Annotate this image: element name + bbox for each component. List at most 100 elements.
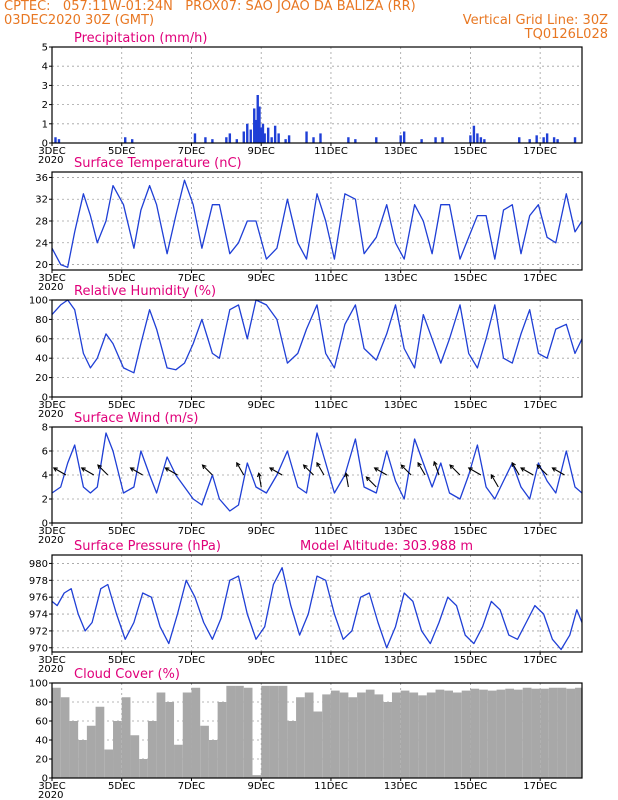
cloud-bar: [514, 689, 523, 778]
y-tick-label: 60: [35, 717, 48, 728]
cloud-bar: [121, 697, 131, 778]
cloud-bar: [339, 692, 349, 778]
cloud-bar: [322, 694, 331, 778]
precip-bar: [228, 133, 232, 143]
wind-arrow-head: [365, 476, 371, 482]
x-tick-label: 3DEC: [38, 400, 65, 411]
x-tick-label: 13DEC: [384, 400, 418, 411]
cloud-bar: [226, 685, 236, 778]
x-tick-label: 15DEC: [454, 146, 488, 157]
x-year-label: 2020: [38, 409, 63, 420]
cloud-bar: [147, 721, 157, 778]
x-tick-label: 7DEC: [178, 781, 205, 792]
precip-bar: [479, 137, 483, 143]
precip-bar: [469, 135, 472, 143]
header-model-id: TQ0126L028: [524, 27, 608, 42]
cloud-bar: [365, 689, 375, 778]
precip-bar: [483, 139, 486, 143]
panel-title: Surface Temperature (nC): [74, 156, 242, 171]
precip-bar: [263, 133, 266, 143]
precip-bar: [573, 137, 577, 143]
cloud-bar: [470, 688, 480, 778]
x-tick-label: 17DEC: [523, 146, 557, 157]
wind-arrow-head: [551, 467, 557, 472]
cloud-bar: [104, 749, 114, 778]
series-line: [51, 179, 583, 268]
y-tick-label: 80: [35, 698, 48, 709]
cloud-bar: [452, 692, 462, 778]
cloud-bar: [52, 687, 61, 778]
wind-arrow: [53, 467, 67, 476]
wind-arrow: [97, 464, 109, 476]
cloud-bar: [531, 688, 541, 778]
precip-bar: [249, 129, 252, 143]
wind-arrow: [236, 462, 245, 476]
x-tick-label: 17DEC: [523, 273, 557, 284]
cloud-bar: [357, 692, 366, 778]
y-tick-label: 974: [29, 610, 48, 621]
y-tick-label: 32: [35, 195, 48, 206]
wind-arrow-head: [201, 464, 207, 470]
wind-arrow: [520, 467, 534, 476]
x-tick-label: 11DEC: [314, 526, 348, 537]
y-tick-label: 2: [42, 100, 48, 111]
cloud-bar: [191, 687, 201, 778]
y-tick-label: 40: [35, 354, 48, 365]
y-tick-label: 976: [29, 593, 48, 604]
precip-bar: [347, 137, 350, 143]
cloud-bar: [575, 687, 582, 778]
wind-arrow-head: [511, 461, 516, 467]
wind-arrow: [365, 476, 377, 488]
wind-arrow-head: [129, 467, 135, 472]
wind-arrow-head: [449, 464, 455, 470]
y-tick-label: 36: [35, 173, 48, 184]
x-tick-label: 17DEC: [523, 655, 557, 666]
x-tick-label: 13DEC: [384, 655, 418, 666]
x-tick-label: 17DEC: [523, 526, 557, 537]
cloud-bar: [444, 690, 453, 778]
y-tick-label: 978: [29, 576, 48, 587]
wind-arrow: [511, 462, 520, 476]
header-grid-note: Vertical Grid Line: 30Z: [462, 13, 608, 28]
y-tick-label: 3: [42, 81, 48, 92]
panel-title: Surface Wind (m/s): [74, 411, 198, 426]
y-tick-label: 60: [35, 334, 48, 345]
x-tick-label: 17DEC: [523, 400, 557, 411]
precip-bar: [556, 139, 559, 143]
x-tick-label: 5DEC: [108, 146, 135, 157]
cloud-bar: [78, 740, 87, 778]
x-year-label: 2020: [38, 790, 63, 800]
wind-arrow-head: [433, 460, 438, 466]
x-tick-label: 5DEC: [108, 273, 135, 284]
y-tick-label: 6: [42, 447, 48, 458]
precip-bar: [266, 127, 270, 143]
panel-frame: [51, 299, 583, 398]
cloud-bar: [374, 694, 384, 778]
wind-arrow: [536, 464, 548, 476]
series-line: [51, 432, 583, 512]
wind-arrow-head: [236, 461, 241, 467]
panel-1: [49, 171, 583, 273]
cloud-bar: [557, 687, 567, 778]
header-date: 03DEC2020 30Z (GMT): [4, 13, 155, 28]
wind-arrow: [303, 464, 314, 476]
precip-bar: [354, 139, 357, 143]
wind-arrow: [81, 467, 95, 476]
wind-arrow: [468, 467, 482, 476]
cloud-bar: [252, 775, 262, 778]
wind-arrow: [202, 464, 213, 476]
cloud-bar: [391, 692, 401, 778]
cloud-bar: [566, 688, 576, 778]
panel-frame: [51, 171, 583, 271]
precip-bar: [270, 137, 273, 143]
x-tick-label: 13DEC: [384, 526, 418, 537]
cloud-bar: [130, 735, 140, 778]
cloud-bar: [60, 697, 70, 778]
cloud-bar: [235, 685, 244, 778]
panel-4: [49, 554, 583, 655]
wind-arrow-head: [400, 464, 406, 470]
cloud-bar: [156, 692, 166, 778]
x-tick-label: 13DEC: [384, 273, 418, 284]
wind-arrow-head: [520, 467, 526, 472]
cloud-bar: [418, 695, 427, 778]
